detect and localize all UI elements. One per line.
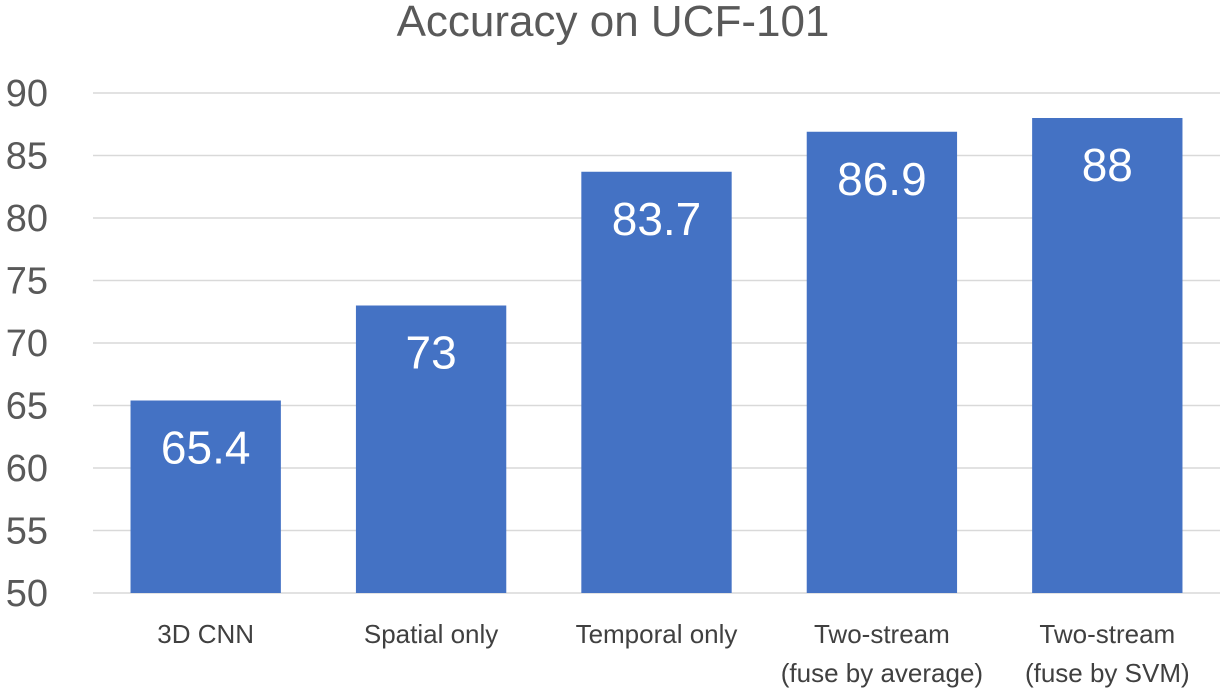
y-tick-label: 80 (6, 198, 48, 240)
x-tick-label: Two-stream (814, 619, 950, 649)
bar (355, 305, 507, 593)
data-label: 83.7 (612, 193, 702, 245)
data-label: 73 (406, 327, 457, 379)
y-axis-ticks: 50 55 60 65 70 75 80 85 90 (6, 73, 48, 615)
x-tick-label: (fuse by average) (781, 658, 983, 688)
x-tick-label: Temporal only (576, 619, 738, 649)
x-tick-label: Spatial only (364, 619, 498, 649)
bar (806, 131, 958, 593)
data-label: 86.9 (837, 153, 927, 205)
chart-title: Accuracy on UCF-101 (397, 0, 830, 46)
data-label: 88 (1082, 139, 1133, 191)
bar (1032, 118, 1183, 593)
bars (130, 118, 1183, 593)
bar (130, 400, 281, 593)
x-tick-label: Two-stream (1039, 619, 1175, 649)
bar (581, 171, 732, 593)
y-tick-label: 90 (6, 73, 48, 115)
x-axis-ticks: 3D CNN Spatial only Temporal only Two-strea… (157, 619, 1189, 688)
y-tick-label: 65 (6, 386, 48, 428)
y-tick-label: 85 (6, 136, 48, 178)
x-tick-label: 3D CNN (157, 619, 254, 649)
data-label: 65.4 (161, 422, 251, 474)
y-tick-label: 70 (6, 323, 48, 365)
y-tick-label: 50 (6, 573, 48, 615)
x-tick-label: (fuse by SVM) (1025, 658, 1190, 688)
y-tick-label: 75 (6, 261, 48, 303)
data-labels: 65.4 73 83.7 86.9 88 (161, 139, 1133, 474)
y-tick-label: 60 (6, 448, 48, 490)
y-tick-label: 55 (6, 511, 48, 553)
